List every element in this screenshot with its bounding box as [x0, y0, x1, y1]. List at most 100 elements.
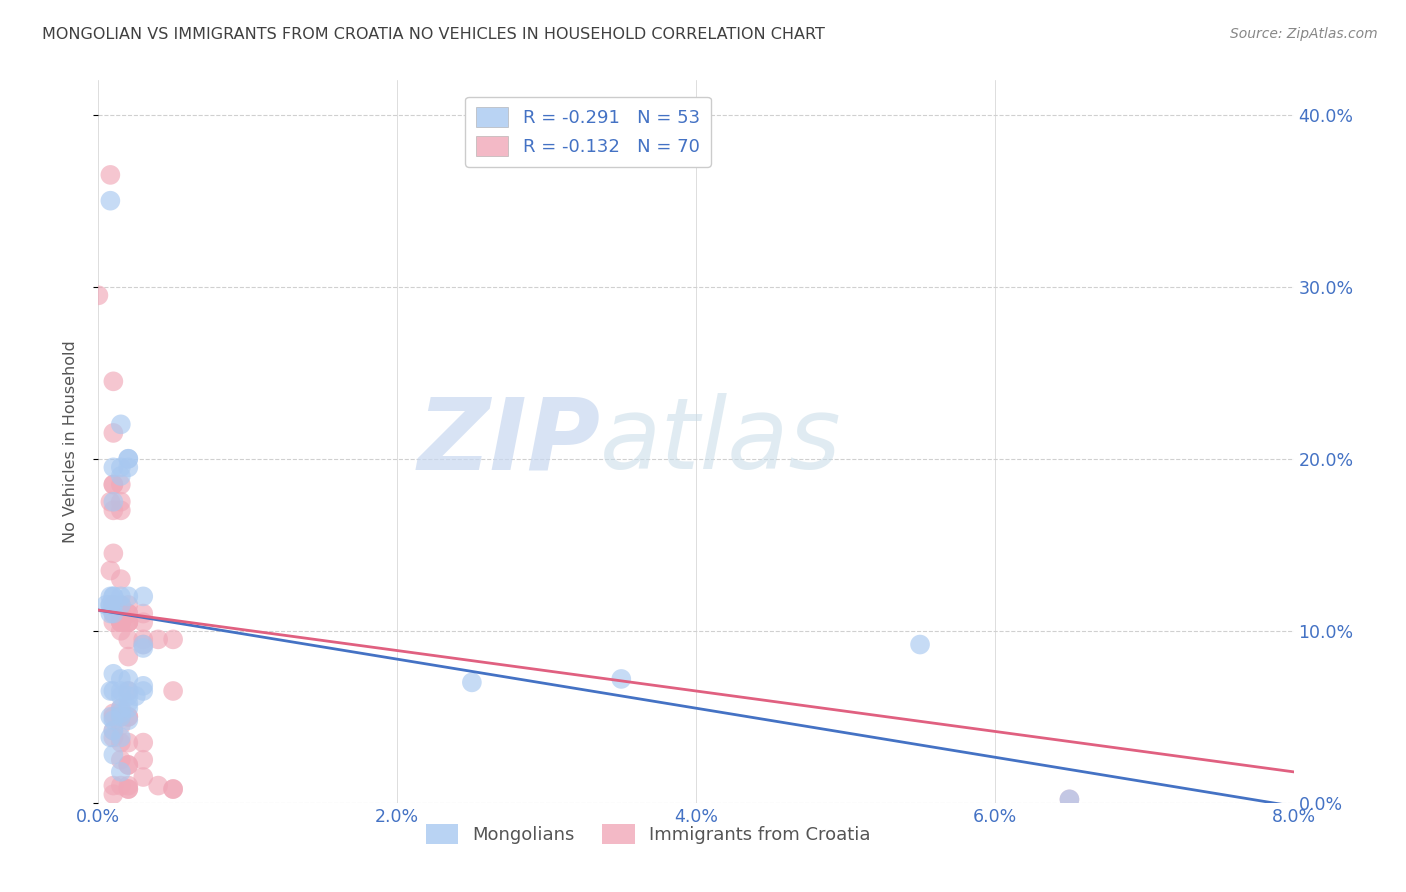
Point: [110, 417, 132, 432]
Text: Source: ZipAtlas.com: Source: ZipAtlas.com: [1230, 27, 1378, 41]
Point: [110, 706, 132, 721]
Point: [103, 706, 125, 721]
Point: [103, 723, 125, 738]
Point: [117, 451, 139, 466]
Point: [132, 607, 155, 621]
Point: [103, 590, 125, 604]
Point: [117, 735, 139, 749]
Point: [132, 638, 155, 652]
Point: [98, 710, 122, 724]
Point: [98, 494, 122, 508]
Point: [110, 469, 132, 483]
Point: [110, 701, 132, 715]
Point: [117, 615, 139, 630]
Point: [103, 503, 125, 517]
Point: [98, 590, 122, 604]
Point: [117, 590, 139, 604]
Point: [610, 672, 633, 686]
Point: [117, 607, 139, 621]
Point: [110, 779, 132, 793]
Text: atlas: atlas: [600, 393, 842, 490]
Point: [148, 632, 170, 647]
Point: [132, 735, 155, 749]
Point: [103, 598, 125, 612]
Point: [110, 718, 132, 732]
Point: [103, 598, 125, 612]
Point: [103, 425, 125, 440]
Point: [103, 375, 125, 389]
Point: [103, 546, 125, 560]
Point: [110, 735, 132, 749]
Point: [98, 168, 122, 182]
Point: [1059, 792, 1081, 806]
Point: [110, 684, 132, 698]
Point: [110, 494, 132, 508]
Point: [117, 758, 139, 772]
Point: [110, 753, 132, 767]
Point: [132, 753, 155, 767]
Point: [117, 598, 139, 612]
Point: [117, 649, 139, 664]
Point: [103, 477, 125, 491]
Point: [98, 607, 122, 621]
Point: [117, 615, 139, 630]
Point: [461, 675, 484, 690]
Point: [103, 710, 125, 724]
Point: [162, 782, 184, 797]
Point: [117, 689, 139, 703]
Point: [132, 638, 155, 652]
Point: [110, 689, 132, 703]
Point: [110, 615, 132, 630]
Point: [103, 598, 125, 612]
Point: [110, 624, 132, 638]
Point: [103, 477, 125, 491]
Point: [103, 590, 125, 604]
Point: [103, 779, 125, 793]
Point: [98, 564, 122, 578]
Point: [103, 607, 125, 621]
Point: [132, 590, 155, 604]
Point: [98, 194, 122, 208]
Point: [110, 503, 132, 517]
Point: [132, 615, 155, 630]
Point: [125, 689, 148, 703]
Point: [132, 770, 155, 784]
Point: [117, 710, 139, 724]
Point: [132, 640, 155, 655]
Point: [110, 607, 132, 621]
Point: [117, 758, 139, 772]
Point: [110, 598, 132, 612]
Point: [110, 710, 132, 724]
Point: [110, 460, 132, 475]
Point: [110, 590, 132, 604]
Point: [110, 764, 132, 779]
Point: [117, 782, 139, 797]
Point: [103, 598, 125, 612]
Point: [117, 684, 139, 698]
Text: ZIP: ZIP: [418, 393, 600, 490]
Point: [908, 638, 931, 652]
Point: [117, 713, 139, 727]
Point: [132, 679, 155, 693]
Point: [110, 731, 132, 745]
Point: [162, 782, 184, 797]
Point: [103, 787, 125, 801]
Point: [117, 607, 139, 621]
Y-axis label: No Vehicles in Household: No Vehicles in Household: [63, 340, 77, 543]
Point: [110, 701, 132, 715]
Point: [117, 672, 139, 686]
Point: [103, 731, 125, 745]
Point: [162, 632, 184, 647]
Point: [117, 615, 139, 630]
Point: [132, 632, 155, 647]
Point: [103, 666, 125, 681]
Point: [98, 684, 122, 698]
Point: [110, 710, 132, 724]
Point: [117, 701, 139, 715]
Point: [117, 632, 139, 647]
Point: [103, 747, 125, 762]
Legend: Mongolians, Immigrants from Croatia: Mongolians, Immigrants from Croatia: [419, 817, 877, 852]
Point: [103, 494, 125, 508]
Point: [117, 696, 139, 710]
Point: [110, 615, 132, 630]
